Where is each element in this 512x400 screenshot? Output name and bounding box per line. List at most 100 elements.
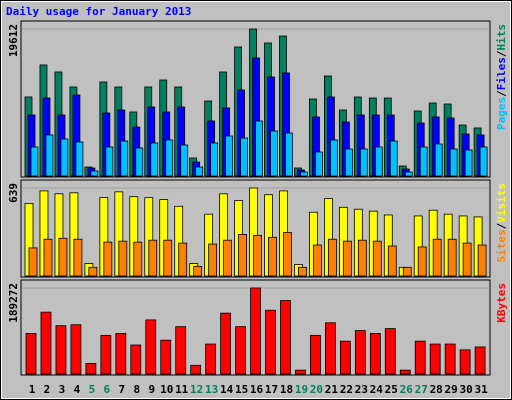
x-tick-label: 28: [430, 383, 443, 396]
bar: [464, 149, 473, 177]
y-tick-label: 189272: [7, 283, 20, 323]
bar: [190, 364, 202, 375]
x-tick-label: 8: [133, 383, 140, 396]
x-tick-label: 25: [385, 383, 398, 396]
bar: [283, 232, 292, 277]
bar: [329, 139, 338, 177]
x-tick-label: 20: [310, 383, 323, 396]
x-tick-label: 1: [29, 383, 36, 396]
bar: [268, 236, 277, 277]
bar: [148, 239, 158, 277]
bar: [100, 334, 112, 375]
legend-separator: /: [495, 50, 508, 57]
x-tick-label: 21: [325, 383, 339, 396]
bar: [444, 343, 456, 375]
legend-entry: Hits: [495, 24, 508, 51]
bar: [135, 147, 144, 177]
bar: [30, 146, 39, 177]
bar: [250, 287, 261, 375]
bar: [253, 234, 262, 277]
x-tick-label: 6: [104, 383, 111, 396]
legend-entry: Sites: [495, 229, 508, 262]
x-tick-label: 2: [44, 383, 51, 396]
bar: [447, 238, 457, 277]
bar: [357, 239, 367, 277]
x-tick-label: 31: [474, 383, 488, 396]
bar: [160, 339, 172, 375]
bar: [165, 139, 174, 177]
bar: [327, 238, 337, 277]
bar: [105, 146, 114, 177]
x-tick-label: 29: [445, 383, 458, 396]
bar: [88, 266, 98, 277]
bar: [75, 141, 84, 177]
x-tick-label: 22: [340, 383, 353, 396]
bar: [178, 242, 188, 277]
bar: [429, 343, 441, 375]
x-tick-label: 30: [460, 383, 473, 396]
bar: [70, 324, 82, 375]
bar: [354, 330, 366, 375]
bar: [103, 241, 113, 277]
x-tick-label: 19: [295, 383, 308, 396]
bar: [270, 130, 278, 177]
x-tick-label: 11: [175, 383, 189, 396]
bar: [315, 151, 323, 177]
bar: [25, 333, 37, 375]
bar: [449, 148, 458, 177]
x-tick-label: 24: [370, 383, 384, 396]
chart-title: Daily usage for January 2013: [6, 5, 191, 18]
bar: [85, 362, 97, 375]
bar: [402, 266, 412, 277]
x-tick-label: 26: [400, 383, 414, 396]
bar: [387, 245, 397, 277]
bar: [432, 238, 442, 277]
bar: [73, 238, 83, 277]
bar: [479, 146, 488, 177]
bar: [474, 346, 486, 375]
bar: [374, 146, 383, 177]
bar: [265, 309, 276, 375]
legend-separator: /: [495, 90, 508, 97]
bar: [90, 170, 99, 177]
x-tick-label: 23: [355, 383, 368, 396]
x-tick-label: 27: [415, 383, 428, 396]
bar: [434, 143, 443, 177]
bar: [58, 237, 68, 277]
bar: [477, 244, 487, 277]
bar: [459, 349, 471, 375]
bar: [238, 234, 247, 277]
bar: [298, 266, 307, 277]
bar: [372, 240, 382, 277]
x-tick-label: 12: [190, 383, 203, 396]
bar: [40, 311, 52, 375]
bar: [145, 319, 157, 375]
bar: [55, 325, 67, 375]
legend-entry: Pages: [495, 97, 508, 130]
x-tick-label: 17: [265, 383, 278, 396]
bar: [399, 369, 411, 375]
x-tick-label: 9: [148, 383, 155, 396]
bar: [150, 142, 159, 177]
bar: [175, 326, 187, 375]
bar: [300, 171, 308, 177]
x-tick-label: 3: [59, 383, 66, 396]
bar: [220, 312, 232, 375]
x-tick-label: 10: [160, 383, 173, 396]
legend-separator: /: [495, 222, 508, 229]
bar: [295, 369, 306, 375]
bar: [208, 243, 218, 277]
bar: [60, 138, 69, 177]
bar: [313, 244, 322, 277]
bar: [210, 142, 219, 177]
x-tick-label: 14: [220, 383, 234, 396]
bar: [205, 343, 217, 375]
bar: [310, 334, 321, 375]
bar: [359, 148, 368, 177]
bar: [115, 333, 127, 375]
bar: [280, 300, 291, 375]
bar: [404, 171, 413, 177]
bar: [342, 240, 352, 277]
bar: [389, 140, 398, 177]
